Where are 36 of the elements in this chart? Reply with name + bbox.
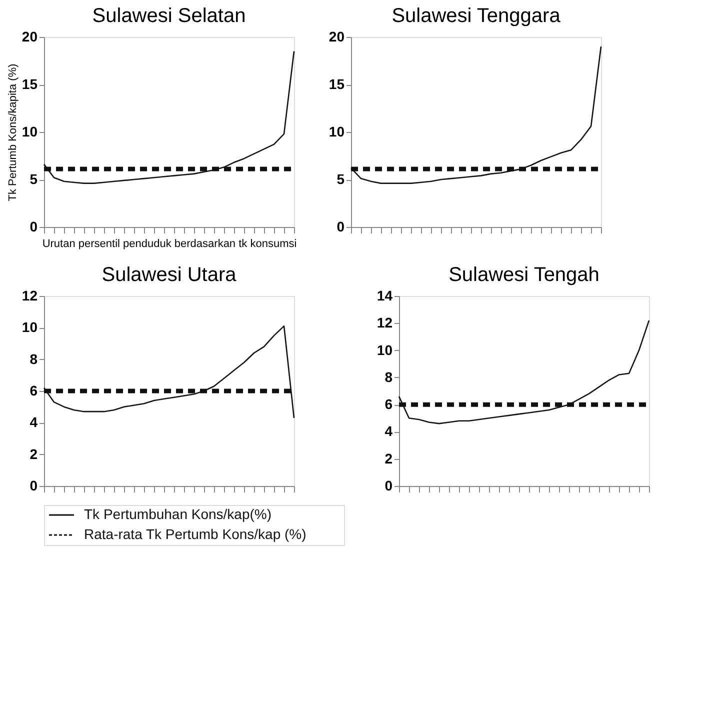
x-axis-title: Urutan persentil penduduk berdasarkan tk konsumsi (42, 238, 297, 250)
y-tick-label: 2 (384, 450, 393, 466)
y-tick-label: 0 (30, 218, 38, 234)
y-tick-label: 0 (384, 478, 393, 494)
y-tick-label: 20 (22, 28, 38, 44)
y-axis-title: Tk Pertumb Kons/kapita (%) (6, 64, 19, 202)
y-tick-label: 0 (30, 478, 38, 494)
y-tick-label: 10 (328, 124, 345, 140)
y-tick-label: 10 (22, 319, 38, 336)
y-tick-label: 8 (30, 350, 38, 367)
line-series (43, 325, 295, 419)
legend-label: Tk Pertumbuhan Kons/kap(%) (84, 506, 272, 522)
chart-title: Sulawesi Tengah (448, 264, 600, 286)
y-tick-label: 6 (384, 396, 393, 412)
y-tick-label: 4 (384, 423, 393, 440)
y-tick-label: 2 (30, 446, 38, 462)
y-tick-label: 14 (376, 288, 393, 304)
y-tick-label: 8 (384, 368, 393, 385)
y-tick-label: 5 (336, 171, 345, 187)
chart-title: Sulawesi Tenggara (392, 5, 562, 27)
chart-title: Sulawesi Utara (102, 264, 238, 286)
y-tick-label: 10 (376, 342, 393, 358)
y-tick-label: 4 (30, 414, 38, 430)
y-tick-label: 12 (22, 288, 38, 304)
y-tick-label: 10 (22, 124, 38, 140)
chart-title: Sulawesi Selatan (92, 5, 246, 27)
y-tick-label: 6 (30, 382, 38, 398)
legend-label: Rata-rata Tk Pertumb Kons/kap (%) (84, 526, 306, 542)
y-tick-label: 5 (30, 171, 38, 187)
y-tick-label: 15 (22, 76, 38, 92)
y-tick-label: 12 (376, 314, 393, 331)
line-series (43, 50, 295, 184)
y-tick-label: 15 (328, 76, 345, 92)
y-tick-label: 20 (328, 28, 345, 44)
line-series (398, 320, 650, 424)
y-tick-label: 0 (336, 218, 345, 234)
